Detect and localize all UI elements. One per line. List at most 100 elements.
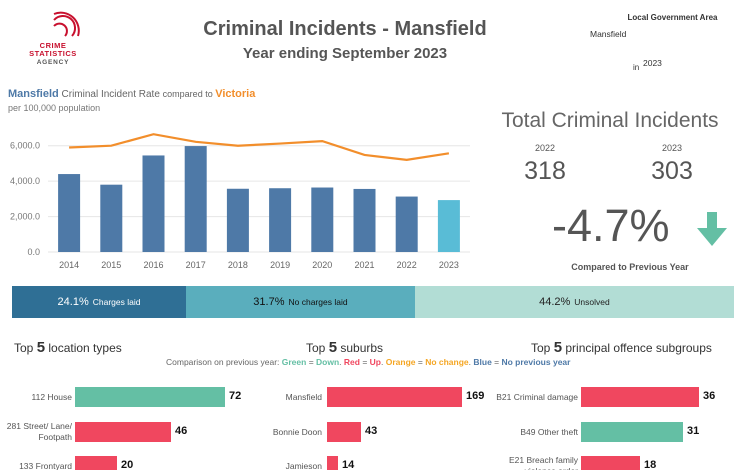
offence-value: 36 xyxy=(703,390,716,402)
lga-filter-label: Local Government Area xyxy=(627,13,718,22)
location-type-value: 20 xyxy=(121,459,134,470)
offence-value: 18 xyxy=(644,459,657,470)
location-type-label: 281 Street/ Lane/ Footpath xyxy=(6,421,72,442)
rate-chart-state-name: Victoria xyxy=(215,88,256,100)
x-tick-label: 2018 xyxy=(228,260,248,270)
suburbs-title-num: 5 xyxy=(328,339,338,356)
legend-orange: Orange xyxy=(385,357,416,367)
location-types-title: Top 5 location types xyxy=(14,339,122,356)
logo-text-line2: STATISTICS xyxy=(29,49,77,58)
page-subtitle: Year ending September 2023 xyxy=(242,45,448,62)
year-filter-label: in xyxy=(633,63,640,72)
rate-chart-heading-mid: Criminal Incident Rate xyxy=(58,89,163,100)
down-arrow-icon xyxy=(697,212,727,246)
outcome-segment: 44.2% Unsolved xyxy=(414,286,734,318)
x-tick-label: 2017 xyxy=(186,260,206,270)
legend-eq: = xyxy=(306,357,317,367)
offence-subgroups-title-num: 5 xyxy=(553,339,563,356)
y-tick-label: 0.0 xyxy=(27,247,40,257)
offence-value: 31 xyxy=(687,425,700,437)
location-types-title-num: 5 xyxy=(36,339,46,356)
location-type-bar[interactable] xyxy=(75,456,117,470)
crime-statistics-agency-logo: CRIME STATISTICS AGENCY xyxy=(18,8,88,70)
legend-red: Red xyxy=(343,357,360,367)
suburbs-title-post: suburbs xyxy=(337,341,384,355)
y-tick-label: 6,000.0 xyxy=(10,141,40,151)
legend-no-previous-year: No previous year xyxy=(501,357,571,367)
percent-change: -4.7% xyxy=(552,200,670,251)
suburb-label: Bonnie Doon xyxy=(272,426,322,437)
legend-sep: . xyxy=(468,357,474,367)
previous-year-label: 2022 xyxy=(534,143,556,153)
legend-no-change: No change xyxy=(425,357,469,367)
year-filter-value[interactable]: 2023 xyxy=(643,58,662,68)
x-tick-label: 2019 xyxy=(270,260,290,270)
y-tick-label: 2,000.0 xyxy=(10,212,40,222)
bar-2015 xyxy=(100,184,123,252)
outcome-label: Unsolved xyxy=(574,297,610,307)
suburb-bar[interactable] xyxy=(327,422,361,442)
suburbs-title-pre: Top xyxy=(306,341,329,355)
x-tick-label: 2015 xyxy=(101,260,121,270)
legend-prefix: Comparison on previous year: xyxy=(166,357,282,367)
offence-bar[interactable] xyxy=(581,456,640,470)
legend-down: Down xyxy=(316,357,340,367)
rate-chart-heading: Mansfield Criminal Incident Rate compare… xyxy=(8,88,255,100)
previous-year-total: 318 xyxy=(524,157,566,185)
location-types-title-post: location types xyxy=(45,341,122,355)
suburb-label: Jamieson xyxy=(285,460,322,470)
victoria-line xyxy=(69,133,450,161)
suburb-value: 14 xyxy=(342,459,355,470)
bar-2019 xyxy=(269,188,292,252)
offence-label: E21 Breach family violence order xyxy=(509,455,578,470)
offence-subgroups-title: Top 5 principal offence subgroups xyxy=(531,339,712,356)
bar-2022 xyxy=(395,196,418,252)
x-tick-label: 2021 xyxy=(354,260,374,270)
page-title: Criminal Incidents - Mansfield xyxy=(203,18,487,40)
suburb-value: 43 xyxy=(365,425,378,437)
location-type-bar[interactable] xyxy=(75,387,225,407)
x-tick-label: 2014 xyxy=(59,260,79,270)
location-type-label: 112 House xyxy=(31,391,72,402)
x-tick-label: 2022 xyxy=(397,260,417,270)
logo-text-line3: AGENCY xyxy=(36,59,70,66)
x-tick-label: 2016 xyxy=(143,260,163,270)
rate-chart: 0.0 2,000.0 4,000.0 6,000.0 2014 2015 2016 2017… xyxy=(10,133,470,270)
investigation-outcomes-bar: 24.1% Charges laid 31.7% No charges laid 44.… xyxy=(12,286,734,318)
bar-2016 xyxy=(142,155,165,252)
location-type-bar[interactable] xyxy=(75,422,171,442)
bar-2018 xyxy=(226,188,249,252)
suburb-label: Mansfield xyxy=(285,391,322,402)
current-year-label: 2023 xyxy=(661,143,683,153)
offence-subgroups-title-post: principal offence subgroups xyxy=(562,341,712,355)
x-tick-label: 2020 xyxy=(312,260,332,270)
suburbs-title: Top 5 suburbs xyxy=(306,339,383,356)
legend-eq: = xyxy=(491,357,502,367)
outcome-label: Charges laid xyxy=(92,297,141,307)
current-year-total: 303 xyxy=(651,157,693,185)
legend-blue: Blue xyxy=(473,357,492,367)
legend-eq: = xyxy=(359,357,370,367)
total-incidents-title: Total Criminal Incidents xyxy=(501,109,719,132)
lga-filter-value[interactable]: Mansfield xyxy=(590,29,627,39)
bar-2023 xyxy=(437,200,460,252)
offence-bar[interactable] xyxy=(581,387,699,407)
outcome-percent: 31.7% xyxy=(253,296,285,308)
offence-label: B49 Other theft xyxy=(520,426,578,437)
legend-eq: = xyxy=(415,357,426,367)
location-type-label: 133 Frontyard xyxy=(19,460,72,470)
bar-2021 xyxy=(353,188,376,252)
suburb-bar[interactable] xyxy=(327,387,462,407)
suburb-bar[interactable] xyxy=(327,456,338,470)
rate-chart-subheading: per 100,000 population xyxy=(8,103,101,113)
location-types-title-pre: Top xyxy=(14,341,37,355)
offence-label: B21 Criminal damage xyxy=(496,391,578,402)
bar-2020 xyxy=(311,187,334,252)
x-tick-label: 2023 xyxy=(439,260,459,270)
offence-subgroups-title-pre: Top xyxy=(531,341,554,355)
percent-change-label: Compared to Previous Year xyxy=(571,262,689,272)
legend-sep: . xyxy=(339,357,344,367)
offence-bar[interactable] xyxy=(581,422,683,442)
legend-sep: . xyxy=(381,357,386,367)
location-type-value: 46 xyxy=(175,425,188,437)
